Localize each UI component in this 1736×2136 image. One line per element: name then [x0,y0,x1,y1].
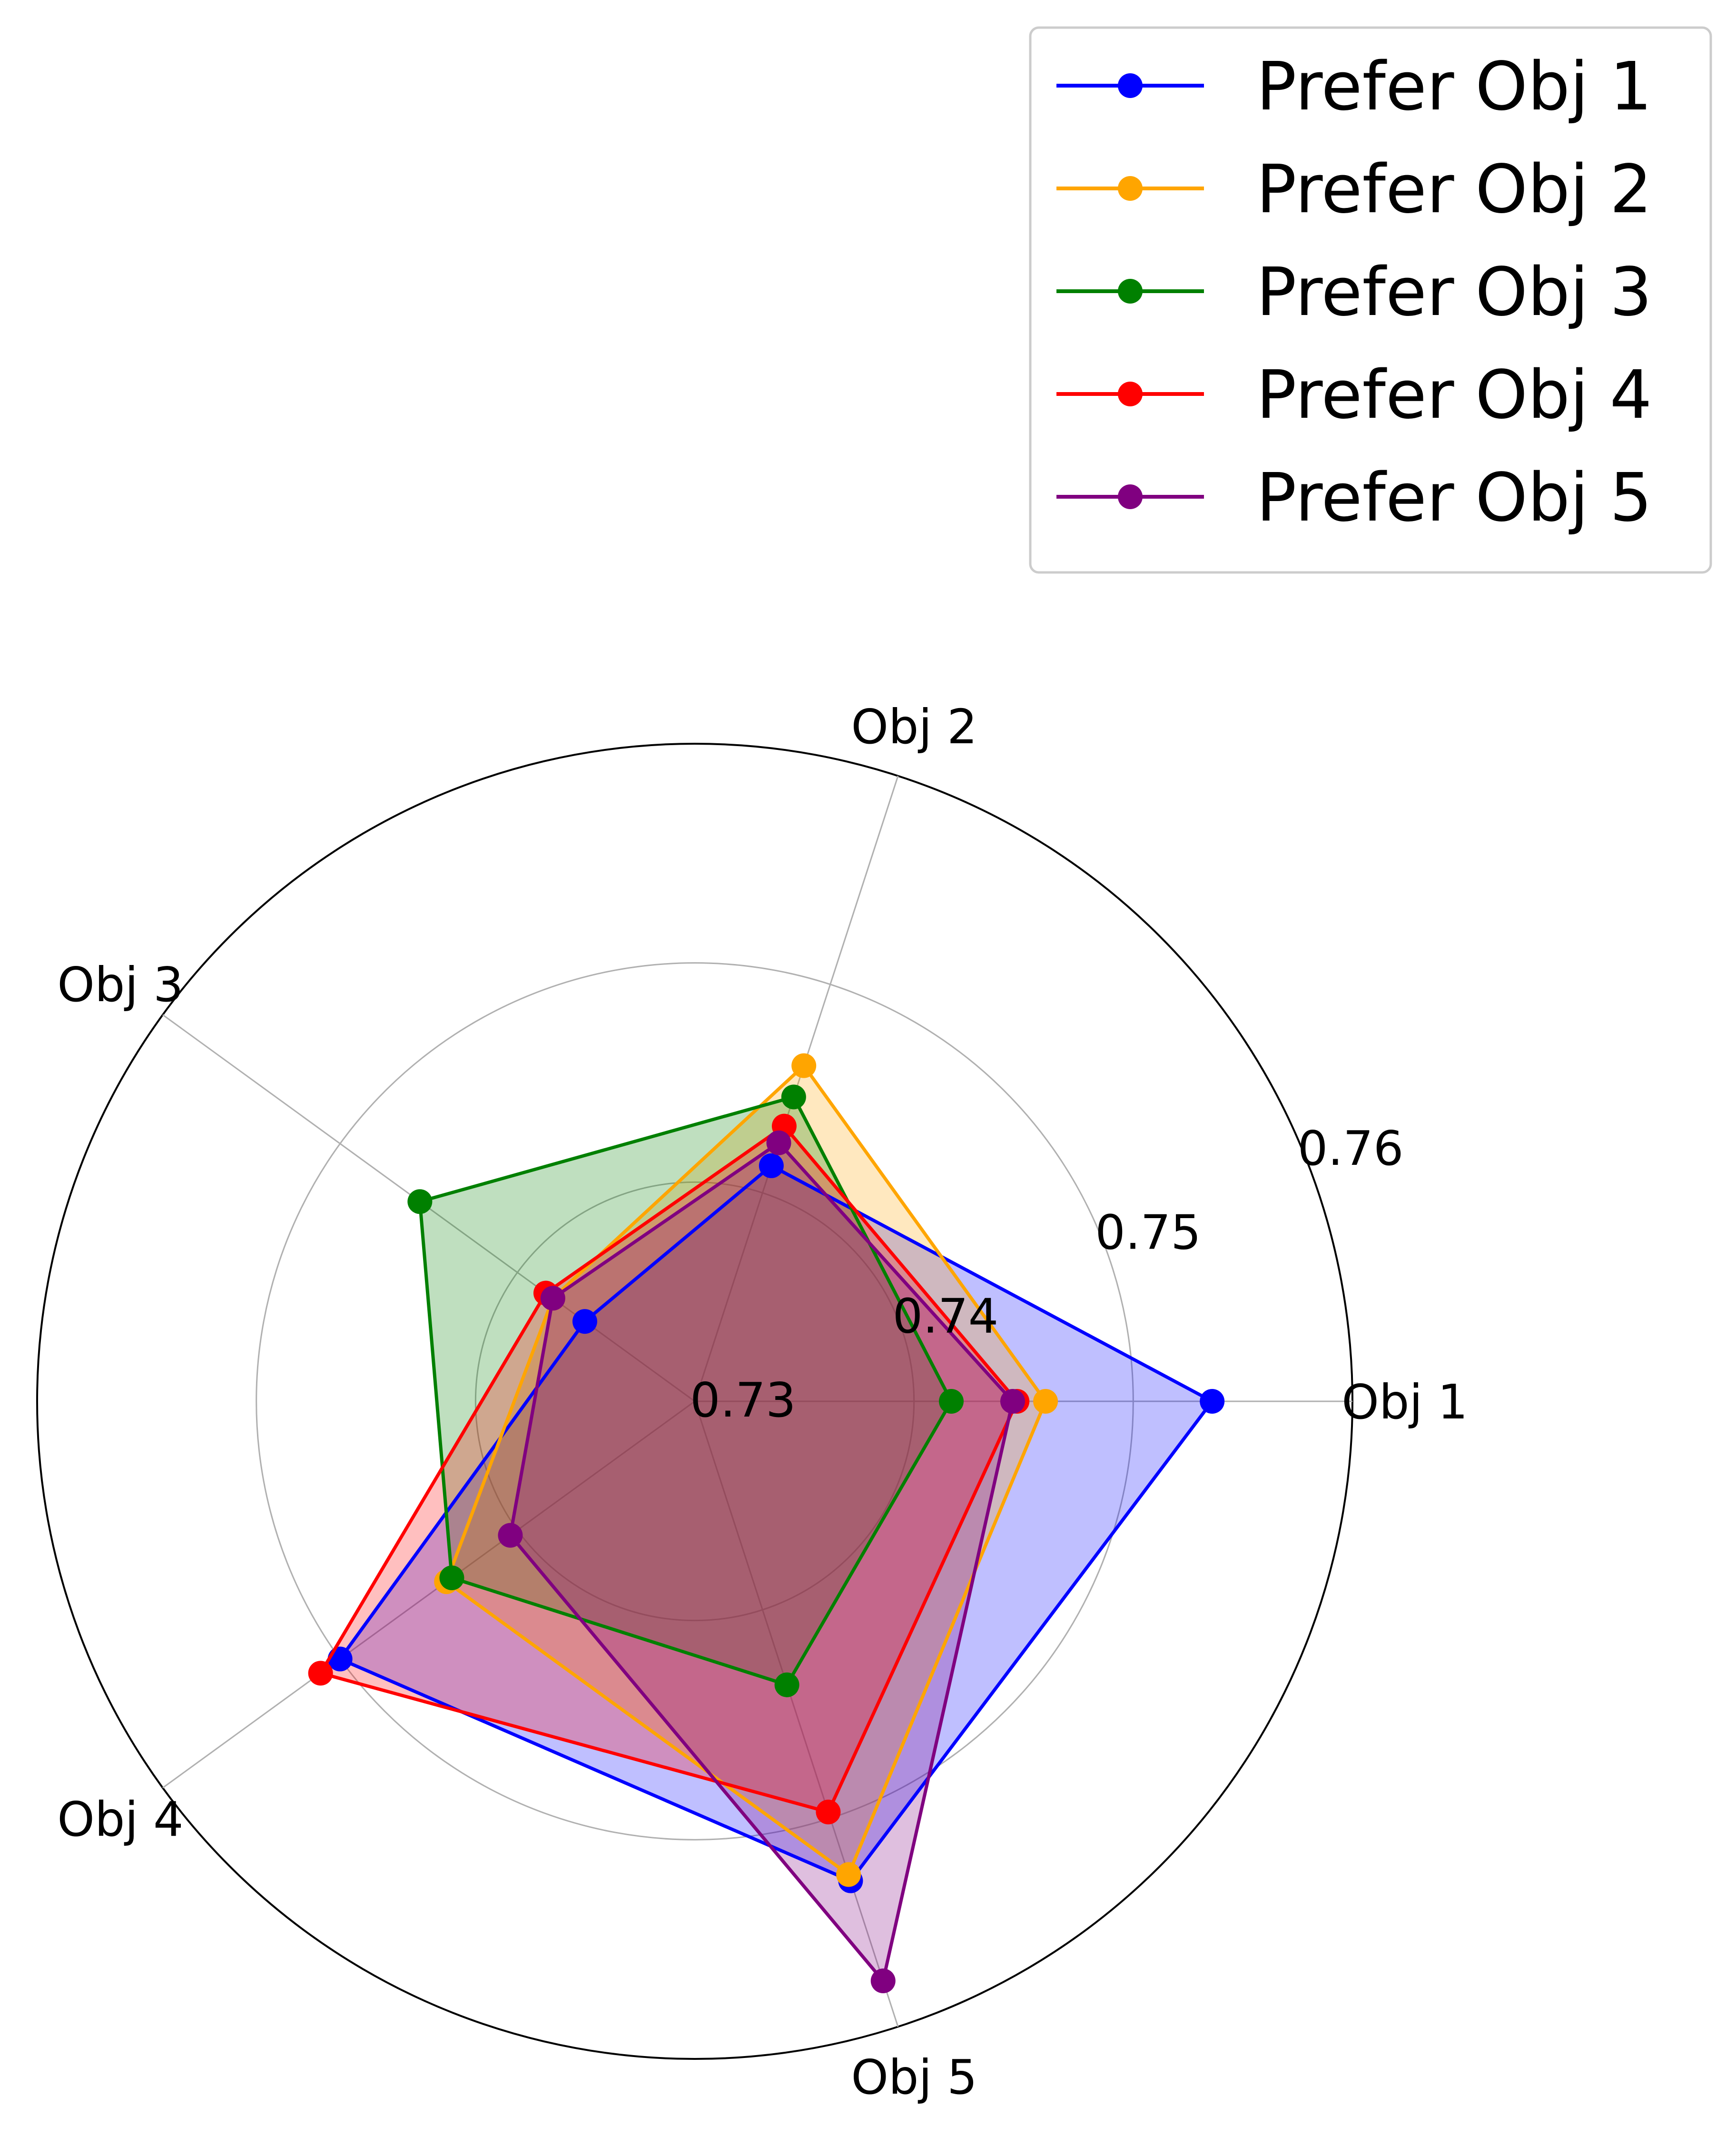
data-point [572,1309,597,1334]
series-lines [308,1053,1225,1993]
series-fill [340,1165,1213,1881]
data-point [1033,1389,1058,1414]
axis-label: Obj 4 [57,1791,183,1847]
series-fills [320,1065,1213,1981]
axis-label: Obj 2 [851,699,977,755]
legend-label: Prefer Obj 4 [1256,356,1652,434]
data-point [766,1130,791,1155]
data-point [938,1389,964,1414]
series-fill [320,1126,1017,1812]
legend-label: Prefer Obj 1 [1256,48,1652,126]
data-point [498,1523,523,1548]
data-point [407,1189,433,1214]
data-point [540,1286,565,1311]
axis-label: Obj 1 [1341,1374,1468,1430]
legend-box [1029,26,1712,574]
legend-label: Prefer Obj 2 [1256,151,1652,228]
data-point [870,1968,896,1993]
data-point [816,1800,841,1825]
data-point [1000,1389,1025,1414]
legend: Prefer Obj 1 Prefer Obj 2 Prefer Obj 3 Pref… [1029,26,1712,574]
data-point [791,1053,817,1078]
axis-label: Obj 3 [57,957,183,1013]
data-point [774,1672,799,1697]
spoke-line [694,1401,899,2027]
series-line [338,1164,1214,1883]
radial-tick-label: 0.76 [1298,1121,1404,1176]
legend-marker [1118,279,1143,304]
radial-tick-label: 0.73 [690,1372,796,1428]
legend-marker [1118,73,1143,98]
data-point [781,1084,806,1110]
legend-marker [1118,484,1143,509]
series-line [508,1141,1015,1983]
series-fill [420,1097,951,1685]
series-line [319,1124,1019,1814]
spoke-line [162,1400,695,1789]
data-point [759,1153,784,1178]
legend-marker [1118,382,1143,406]
radial-tick-labels: 0.73 0.74 0.75 0.76 [690,1121,1403,1428]
radial-tick-label: 0.75 [1095,1204,1201,1260]
data-point [308,1661,333,1686]
series-line [418,1095,953,1687]
legend-marker [1118,176,1143,201]
legend-label: Prefer Obj 3 [1256,254,1652,331]
series-fill [510,1142,1013,1981]
axis-label: Obj 5 [851,2049,977,2105]
radial-tick-label: 0.74 [893,1289,999,1344]
data-point [836,1862,861,1887]
data-point [439,1565,464,1590]
data-point [1200,1389,1225,1414]
axis-labels: Obj 1 Obj 2 Obj 3 Obj 4 Obj 5 [57,699,1468,2105]
series-line [444,1064,1047,1876]
legend-label: Prefer Obj 5 [1256,459,1652,537]
